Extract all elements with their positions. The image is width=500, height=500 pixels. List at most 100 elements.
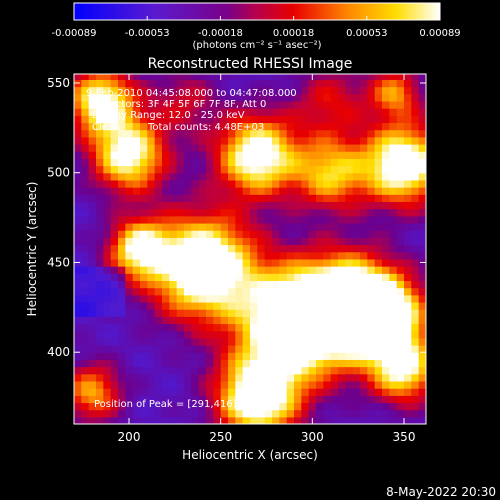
heatmap-cell [140, 151, 148, 159]
heatmap-cell [235, 366, 244, 375]
heatmap-cell [250, 402, 258, 411]
heatmap-cell [184, 208, 192, 217]
heatmap-cell [74, 287, 82, 296]
heatmap-cell [132, 222, 141, 231]
heatmap-cell [118, 158, 126, 167]
heatmap-cell [74, 208, 82, 217]
heatmap-cell [367, 309, 376, 317]
heatmap-cell [176, 337, 185, 346]
heatmap-cell [132, 187, 141, 195]
heatmap-cell [345, 122, 354, 131]
heatmap-cell [74, 251, 82, 260]
heatmap-cell [213, 222, 222, 231]
heatmap-cell [147, 230, 156, 238]
heatmap-cell [206, 208, 214, 217]
heatmap-cell [279, 287, 288, 296]
heatmap-cell [360, 122, 368, 131]
heatmap-cell [257, 172, 266, 181]
heatmap-cell [360, 179, 368, 188]
heatmap-cell [191, 86, 200, 95]
heatmap-cell [294, 373, 302, 382]
heatmap-cell [382, 151, 390, 159]
heatmap-cell [242, 187, 251, 195]
heatmap-cell [250, 366, 258, 375]
heatmap-cell [81, 144, 90, 152]
heatmap-cell [191, 416, 200, 424]
heatmap-cell [191, 129, 200, 138]
heatmap-cell [330, 172, 339, 181]
heatmap-cell [206, 416, 214, 424]
heatmap-cell [338, 352, 346, 360]
heatmap-cell [206, 237, 214, 246]
heatmap-cell [257, 395, 266, 404]
heatmap-cell [110, 352, 119, 360]
heatmap-cell [132, 258, 141, 267]
heatmap-cell [169, 115, 178, 124]
heatmap-cell [88, 194, 97, 203]
heatmap-cell [96, 108, 104, 116]
heatmap-cell [103, 115, 112, 124]
heatmap-cell [301, 345, 310, 353]
heatmap-cell [264, 251, 273, 260]
heatmap-cell [110, 380, 119, 389]
heatmap-cell [286, 208, 295, 217]
heatmap-cell [301, 294, 310, 303]
heatmap-cell [404, 136, 412, 145]
heatmap-cell [323, 108, 332, 116]
heatmap-cell [162, 179, 170, 188]
heatmap-cell [257, 158, 266, 167]
heatmap-cell [147, 402, 156, 411]
heatmap-cell [294, 122, 302, 131]
heatmap-cell [184, 330, 192, 339]
heatmap-cell [374, 330, 383, 339]
heatmap-cell [360, 258, 368, 267]
heatmap-cell [228, 158, 236, 167]
heatmap-cell [404, 222, 412, 231]
heatmap-cell [88, 151, 97, 159]
heatmap-cell [162, 158, 170, 167]
heatmap-cell [345, 151, 354, 159]
heatmap-cell [88, 108, 97, 116]
heatmap-cell [118, 258, 126, 267]
heatmap-cell [235, 158, 244, 167]
heatmap-cell [74, 172, 82, 181]
heatmap-cell [418, 388, 426, 396]
x-tick-label: 300 [301, 430, 324, 444]
heatmap-cell [301, 366, 310, 375]
heatmap-cell [162, 266, 170, 274]
heatmap-cell [220, 201, 229, 210]
heatmap-cell [125, 165, 134, 174]
heatmap-cell [220, 301, 229, 310]
heatmap-cell [88, 316, 97, 325]
heatmap-cell [184, 74, 192, 80]
heatmap-cell [235, 74, 244, 80]
heatmap-cell [294, 215, 302, 224]
heatmap-cell [250, 158, 258, 167]
heatmap-cell [242, 251, 251, 260]
heatmap-cell [147, 179, 156, 188]
heatmap-cell [235, 251, 244, 260]
heatmap-cell [264, 201, 273, 210]
heatmap-cell [323, 402, 332, 411]
heatmap-cell [272, 208, 280, 217]
heatmap-cell [220, 345, 229, 353]
heatmap-cell [338, 345, 346, 353]
heatmap-cell [360, 230, 368, 238]
heatmap-cell [411, 115, 420, 124]
heatmap-cell [374, 79, 383, 88]
heatmap-cell [279, 151, 288, 159]
heatmap-cell [74, 215, 82, 224]
heatmap-cell [411, 287, 420, 296]
heatmap-cell [308, 194, 317, 203]
heatmap-cell [279, 108, 288, 116]
heatmap-cell [294, 187, 302, 195]
heatmap-cell [228, 237, 236, 246]
heatmap-cell [103, 309, 112, 317]
heatmap-cell [147, 172, 156, 181]
heatmap-cell [169, 416, 178, 424]
heatmap-cell [294, 380, 302, 389]
heatmap-cell [74, 151, 82, 159]
heatmap-cell [308, 187, 317, 195]
heatmap-cell [132, 395, 141, 404]
heatmap-cell [345, 416, 354, 424]
